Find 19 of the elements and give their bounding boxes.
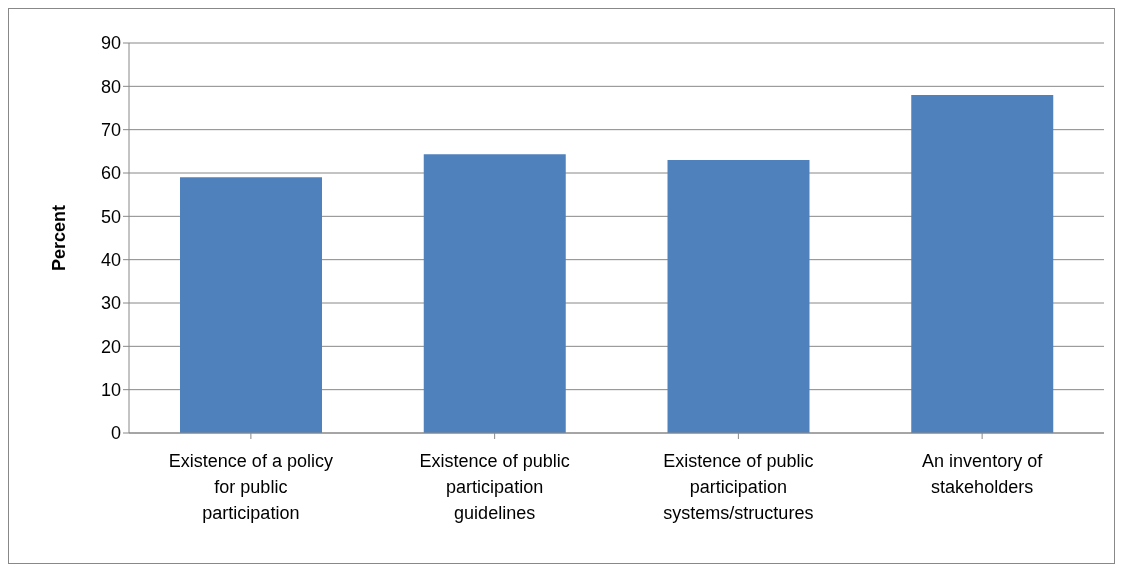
- y-tick-label: 60: [100, 163, 121, 184]
- y-tick-label: 80: [100, 76, 121, 97]
- y-tick-label: 50: [100, 206, 121, 227]
- y-tick-label: 90: [100, 33, 121, 54]
- bar: [423, 154, 566, 433]
- x-tick-label: Existence of public participation guidelines: [419, 451, 570, 523]
- y-tick-label: 30: [100, 293, 121, 314]
- bar: [180, 177, 322, 433]
- y-tick-label: 40: [100, 250, 121, 271]
- y-tick-label: 0: [110, 423, 121, 444]
- x-tick-label: An inventory of stakeholders: [922, 451, 1044, 497]
- y-tick-label: 10: [100, 380, 121, 401]
- x-tick-label: Existence of public participation systems/structures: [663, 451, 814, 523]
- bar: [911, 95, 1054, 433]
- x-tick-label: Existence of a policy for public participation: [168, 451, 333, 523]
- bar: [667, 160, 810, 433]
- y-tick-label: 20: [100, 336, 121, 357]
- y-axis-title: Percent: [49, 204, 70, 272]
- y-tick-label: 70: [100, 120, 121, 141]
